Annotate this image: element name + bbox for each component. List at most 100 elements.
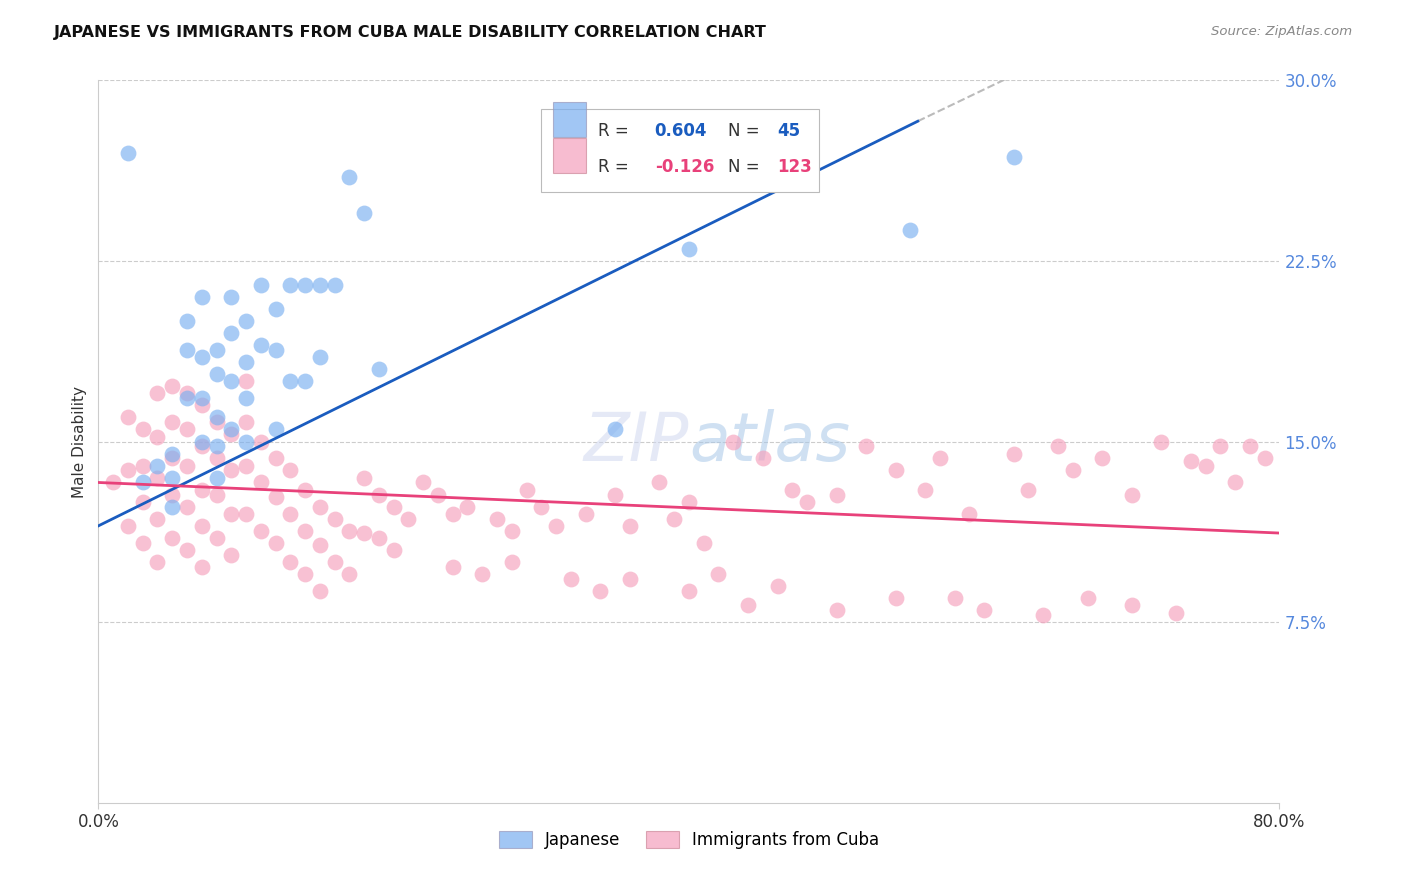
Point (103, 475, 125, 490)
Point (280, 277, 302, 292)
Point (766, 579, 789, 593)
Point (752, 451, 775, 466)
Point (162, 379, 183, 393)
Point (146, 386, 169, 401)
Point (294, 483, 316, 497)
Point (221, 427, 243, 442)
Point (162, 500, 183, 514)
Point (1091, 451, 1114, 466)
Point (191, 559, 214, 574)
Point (280, 507, 302, 521)
Point (205, 410, 228, 425)
Point (250, 475, 273, 490)
Text: atlas: atlas (689, 409, 851, 475)
Point (412, 475, 434, 490)
Point (264, 451, 287, 466)
Point (205, 415, 228, 429)
Point (191, 391, 214, 405)
Point (176, 343, 198, 357)
Point (205, 439, 228, 453)
Point (1166, 606, 1188, 620)
Text: 0.604: 0.604 (655, 122, 707, 140)
Point (530, 500, 553, 514)
Point (132, 422, 155, 436)
Point (323, 511, 346, 525)
Point (664, 511, 686, 525)
Point (235, 314, 257, 328)
Point (146, 430, 169, 444)
Point (648, 475, 671, 490)
Point (1180, 454, 1202, 468)
Point (323, 555, 346, 569)
Text: JAPANESE VS IMMIGRANTS FROM CUBA MALE DISABILITY CORRELATION CHART: JAPANESE VS IMMIGRANTS FROM CUBA MALE DI… (53, 25, 766, 40)
Point (280, 463, 302, 477)
Point (221, 374, 243, 388)
Point (132, 535, 155, 549)
Text: ZIP: ZIP (583, 409, 689, 475)
Point (516, 483, 538, 497)
Bar (541, 109, 818, 193)
Point (678, 494, 700, 508)
Point (1062, 463, 1084, 477)
Point (280, 555, 302, 569)
Point (221, 326, 243, 340)
Point (146, 555, 169, 569)
Point (973, 603, 995, 617)
Point (191, 439, 214, 453)
Point (1150, 434, 1173, 449)
Point (146, 470, 169, 484)
Point (294, 374, 316, 388)
Point (294, 567, 316, 582)
Point (191, 434, 214, 449)
Point (132, 475, 155, 490)
Point (117, 518, 139, 533)
Point (191, 350, 214, 364)
Text: -0.126: -0.126 (655, 158, 714, 177)
Point (191, 483, 214, 497)
Point (546, 518, 568, 533)
Point (205, 470, 228, 484)
Point (309, 500, 332, 514)
Point (382, 500, 405, 514)
Point (368, 487, 391, 501)
Point (323, 277, 346, 292)
Text: N =: N = (728, 158, 765, 177)
Point (900, 222, 922, 236)
Point (471, 567, 494, 582)
Point (117, 410, 139, 425)
Point (235, 458, 257, 473)
Point (205, 343, 228, 357)
Point (235, 415, 257, 429)
Point (825, 487, 848, 501)
Text: 45: 45 (778, 122, 800, 140)
Point (884, 463, 907, 477)
Point (398, 511, 420, 525)
Text: N =: N = (728, 122, 765, 140)
Point (221, 290, 243, 304)
Text: Source: ZipAtlas.com: Source: ZipAtlas.com (1212, 25, 1353, 38)
Point (162, 451, 183, 466)
Point (205, 487, 228, 501)
Point (1239, 439, 1261, 453)
Point (176, 458, 198, 473)
Point (1032, 607, 1054, 622)
Point (235, 507, 257, 521)
Point (250, 434, 273, 449)
Point (560, 572, 582, 586)
Point (353, 470, 375, 484)
Point (427, 487, 450, 501)
Point (235, 355, 257, 369)
Point (884, 591, 907, 605)
Bar (553, 102, 586, 136)
Point (117, 145, 139, 160)
Point (250, 277, 273, 292)
Point (294, 524, 316, 538)
Point (1046, 439, 1070, 453)
Point (205, 367, 228, 381)
Point (619, 518, 641, 533)
Point (221, 463, 243, 477)
Point (1121, 599, 1143, 613)
Point (737, 599, 759, 613)
Point (309, 277, 332, 292)
Point (176, 500, 198, 514)
